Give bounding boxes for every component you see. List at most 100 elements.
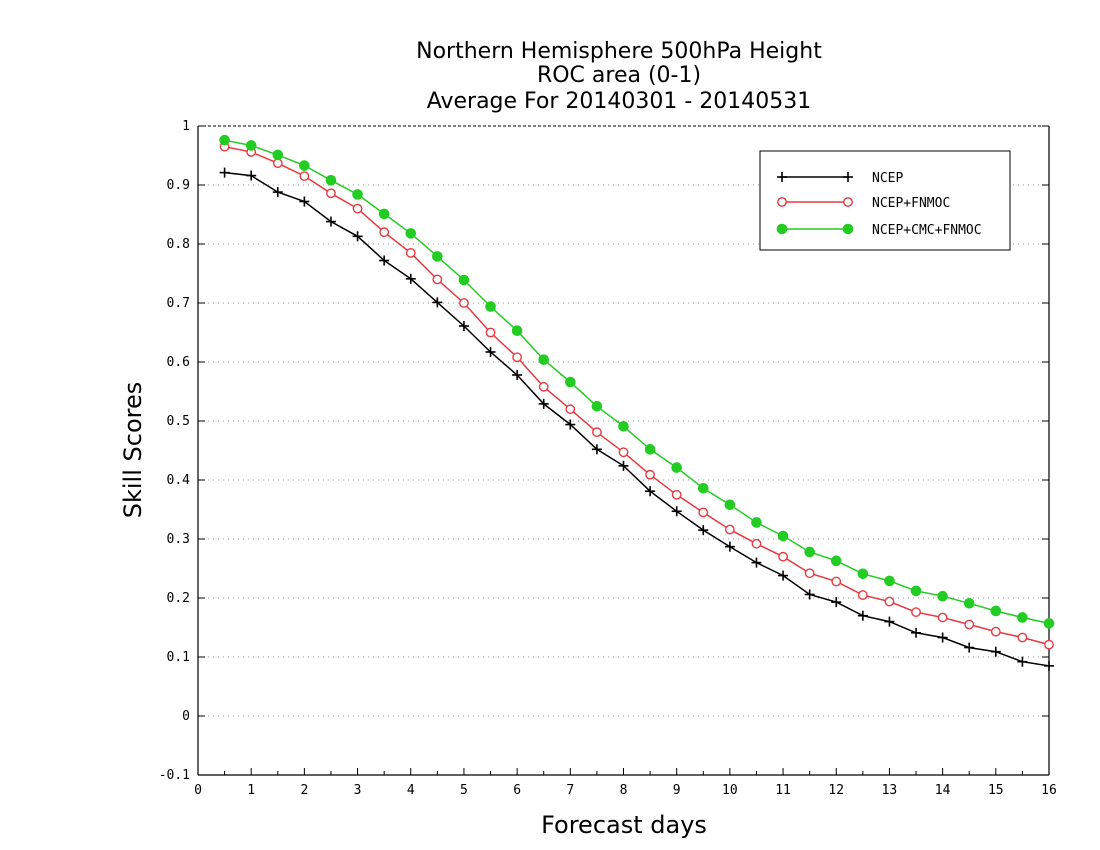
data-point	[299, 160, 310, 171]
x-tick-label: 6	[513, 783, 521, 798]
data-point	[565, 419, 576, 430]
data-point	[352, 231, 363, 242]
data-point	[272, 187, 283, 198]
data-point	[990, 646, 1001, 657]
legend-marker-start	[777, 172, 787, 182]
chart-title: Northern Hemisphere 500hPa Height ROC ar…	[416, 39, 822, 114]
data-point	[352, 203, 363, 214]
y-tick-label: 1	[182, 119, 190, 134]
data-point	[325, 216, 336, 227]
data-point	[485, 327, 496, 338]
data-point	[804, 546, 815, 558]
data-point	[778, 551, 788, 562]
data-point	[379, 227, 390, 238]
data-point	[352, 189, 363, 200]
x-tick-label: 9	[673, 783, 681, 798]
data-point	[751, 538, 762, 549]
data-point	[458, 274, 470, 286]
data-point	[565, 404, 576, 415]
legend-entry: NCEP+FNMOC	[777, 196, 950, 211]
y-axis: -0.1 0 0.1 0.2 0.3 0.4 0.5 0.6 0.7 0.8 0.9 1	[159, 119, 1049, 783]
data-point	[245, 140, 257, 151]
x-tick-label: 16	[1041, 783, 1057, 798]
y-tick-label: 0.4	[167, 473, 191, 488]
x-tick-label: 14	[935, 783, 951, 798]
data-point	[831, 597, 842, 608]
x-tick-label: 12	[828, 783, 844, 798]
data-point	[592, 427, 602, 438]
data-point	[485, 346, 496, 357]
data-point	[990, 626, 1001, 637]
y-axis-title: Skill Scores	[119, 382, 147, 519]
data-point	[671, 489, 682, 500]
data-point	[591, 444, 602, 455]
x-tick-label: 7	[566, 783, 574, 798]
data-point	[830, 555, 842, 567]
y-tick-label: 0.3	[167, 532, 190, 547]
y-tick-label: 0.5	[167, 414, 190, 429]
series-ncep	[219, 167, 1054, 671]
legend-entries: NCEP NCEP+FNMOC NCEP+CMC+FNMOC	[776, 171, 982, 238]
data-point	[511, 325, 523, 337]
y-tick-label: -0.1	[159, 768, 190, 783]
legend-label: NCEP+CMC+FNMOC	[872, 223, 982, 238]
x-tick-label: 0	[194, 783, 202, 798]
data-point	[911, 627, 922, 638]
data-point	[645, 486, 656, 497]
data-point	[405, 273, 416, 284]
data-point	[1017, 612, 1028, 623]
data-point	[937, 612, 948, 623]
data-point	[272, 149, 284, 161]
data-point	[326, 188, 336, 199]
data-point	[405, 228, 417, 239]
data-point	[618, 421, 629, 432]
data-point	[458, 321, 469, 332]
data-point	[857, 568, 869, 580]
data-point	[1017, 632, 1028, 643]
data-point	[538, 354, 550, 365]
y-tick-label: 0.2	[167, 591, 190, 606]
data-point	[325, 174, 337, 186]
data-point	[645, 469, 655, 480]
data-point	[538, 381, 549, 392]
data-point	[831, 576, 842, 587]
data-point	[857, 590, 868, 600]
data-point	[884, 596, 895, 607]
data-point	[804, 568, 815, 579]
data-point	[1043, 618, 1055, 629]
legend-marker-end	[843, 197, 853, 207]
data-point	[884, 575, 895, 587]
data-point	[512, 352, 523, 363]
data-point	[937, 632, 948, 643]
x-axis-title: Forecast days	[541, 811, 707, 839]
data-point	[1044, 660, 1054, 671]
data-point	[937, 590, 948, 602]
legend-entry: NCEP+CMC+FNMOC	[776, 223, 982, 238]
chart-title-line-1: Northern Hemisphere 500hPa Height	[416, 39, 822, 64]
data-point	[804, 589, 815, 600]
data-point	[512, 369, 523, 380]
y-tick-label: 0.9	[167, 178, 190, 193]
data-point	[778, 570, 789, 581]
series-ncep-fnmoc	[219, 141, 1054, 650]
legend-entry: NCEP	[777, 171, 903, 186]
x-tick-label: 1	[247, 783, 255, 798]
data-point	[911, 607, 921, 618]
series-ncep-cmc-fnmoc	[219, 134, 1055, 629]
series-layer	[219, 134, 1055, 671]
data-point	[219, 167, 230, 178]
x-tick-label: 11	[775, 783, 791, 798]
data-point	[299, 196, 310, 207]
data-point	[777, 530, 789, 542]
data-point	[299, 171, 310, 182]
data-point	[990, 605, 1002, 617]
data-point	[1017, 656, 1028, 667]
data-point	[591, 400, 603, 412]
x-tick-label: 13	[882, 783, 898, 798]
data-point	[698, 525, 709, 536]
data-point	[910, 585, 922, 597]
data-point	[751, 517, 762, 528]
data-point	[751, 557, 762, 568]
legend-marker-start	[776, 223, 788, 235]
x-tick-label: 3	[354, 783, 362, 798]
